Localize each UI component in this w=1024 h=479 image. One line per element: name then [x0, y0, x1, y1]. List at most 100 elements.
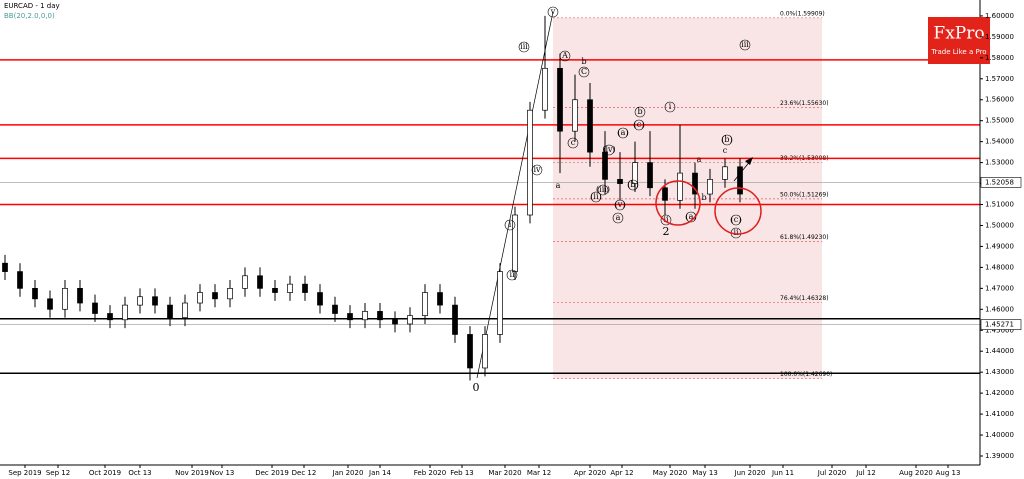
fibonacci-label: 76.4%(1.46328) [780, 295, 829, 302]
wave-label: (c) [634, 120, 645, 129]
wave-circle [617, 127, 629, 139]
highlight-circle [655, 180, 701, 226]
fibonacci-label: 61.8%(1.49230) [780, 234, 829, 241]
wave-circle [612, 212, 624, 224]
candle-body [467, 334, 473, 369]
wave-label: v [550, 7, 556, 16]
wave-label: (iii) [596, 185, 610, 194]
x-tick-label: Feb 13 [450, 469, 474, 477]
candle-body [32, 287, 38, 300]
x-tick-label: Dec 12 [292, 469, 317, 477]
x-tick-label: Oct 2019 [89, 469, 121, 477]
x-tick-label: Oct 13 [128, 469, 151, 477]
candle-body [512, 214, 518, 272]
trend-line [476, 11, 554, 379]
y-tick-label: 1.57000 [985, 75, 1014, 83]
wave-label: iv [533, 165, 541, 174]
x-tick-label: Sep 12 [46, 469, 70, 477]
y-tick-label: 1.50000 [985, 221, 1014, 229]
wave-label: iii [520, 42, 528, 51]
wave-circle [603, 144, 615, 156]
y-tick-label: 1.44000 [985, 347, 1014, 355]
wave-label: 0 [473, 381, 480, 394]
wave-circle [518, 41, 530, 53]
y-tick-label: 1.53000 [985, 159, 1014, 167]
candle-body [647, 162, 653, 189]
wave-circle [506, 269, 518, 281]
wave-label: (a) [617, 128, 628, 137]
wave-circle [627, 179, 639, 191]
wave-label: (b) [627, 180, 638, 189]
wave-label: A [561, 51, 568, 60]
candle-body [317, 292, 323, 306]
candle-body [107, 313, 113, 321]
candle-body [287, 283, 293, 293]
candle-body [542, 67, 548, 111]
candle-body [692, 172, 698, 195]
candle-body [182, 302, 188, 319]
candle-body [407, 315, 413, 325]
wave-label: (iv) [602, 145, 615, 154]
x-tick-label: Mar 12 [527, 469, 551, 477]
x-tick-label: Jun 11 [771, 469, 794, 477]
y-tick-label: 1.41000 [985, 410, 1014, 418]
wave-circle [660, 214, 672, 226]
candle-body [722, 166, 728, 180]
wave-label: ii [733, 228, 739, 237]
wave-circle [633, 119, 645, 131]
candle-body [212, 292, 218, 300]
candle-body [602, 151, 608, 180]
wave-circle [567, 137, 579, 149]
candle-body [77, 287, 83, 304]
y-tick-label: 1.60000 [985, 12, 1014, 20]
candle-body [257, 275, 263, 289]
x-tick-label: Jan 14 [368, 469, 391, 477]
y-tick-label: 1.49000 [985, 242, 1014, 250]
candle-body [17, 271, 23, 289]
candle-body [2, 262, 8, 272]
x-tick-label: May 2020 [653, 469, 688, 477]
fibonacci-label: 100.0%(1.42690) [780, 371, 832, 378]
candle-body [332, 304, 338, 314]
candle-body [557, 67, 563, 132]
wave-circle [590, 191, 602, 203]
candle-body [437, 292, 443, 306]
wave-label: a [697, 155, 702, 164]
chart-title: EURCAD - 1 day [4, 2, 60, 10]
price-label: 1.45271 [985, 321, 1014, 329]
y-tick-label: 1.54000 [985, 138, 1014, 146]
y-tick-label: 1.39000 [985, 452, 1014, 460]
candle-body [122, 304, 128, 321]
x-tick-label: Nov 2019 [175, 469, 209, 477]
y-tick-label: 1.56000 [985, 96, 1014, 104]
x-tick-label: May 13 [692, 469, 718, 477]
x-tick-label: Dec 2019 [255, 469, 289, 477]
candle-body [377, 311, 383, 321]
y-tick-label: 1.46000 [985, 305, 1014, 313]
wave-label: c [723, 146, 728, 155]
wave-label: i [509, 220, 512, 229]
y-tick-label: 1.55000 [985, 117, 1014, 125]
fibonacci-label: 50.0%(1.51269) [780, 191, 829, 198]
wave-circle [547, 6, 559, 18]
candle-body [347, 313, 353, 321]
x-tick-label: Jun 2020 [734, 469, 766, 477]
candle-body [527, 109, 533, 216]
candle-body [167, 304, 173, 319]
candle-body [617, 179, 623, 184]
candle-body [587, 99, 593, 153]
wave-label: b [637, 107, 642, 116]
price-box [980, 177, 1022, 188]
wave-label: C [581, 67, 587, 76]
candle-body [392, 319, 398, 325]
wave-circle [578, 66, 590, 78]
wave-circle [685, 211, 697, 223]
y-tick-label: 1.47000 [985, 284, 1014, 292]
y-tick-label: 1.59000 [985, 33, 1014, 41]
x-tick-label: Apr 2020 [574, 469, 606, 477]
price-box [980, 319, 1022, 330]
candle-body [152, 296, 158, 306]
